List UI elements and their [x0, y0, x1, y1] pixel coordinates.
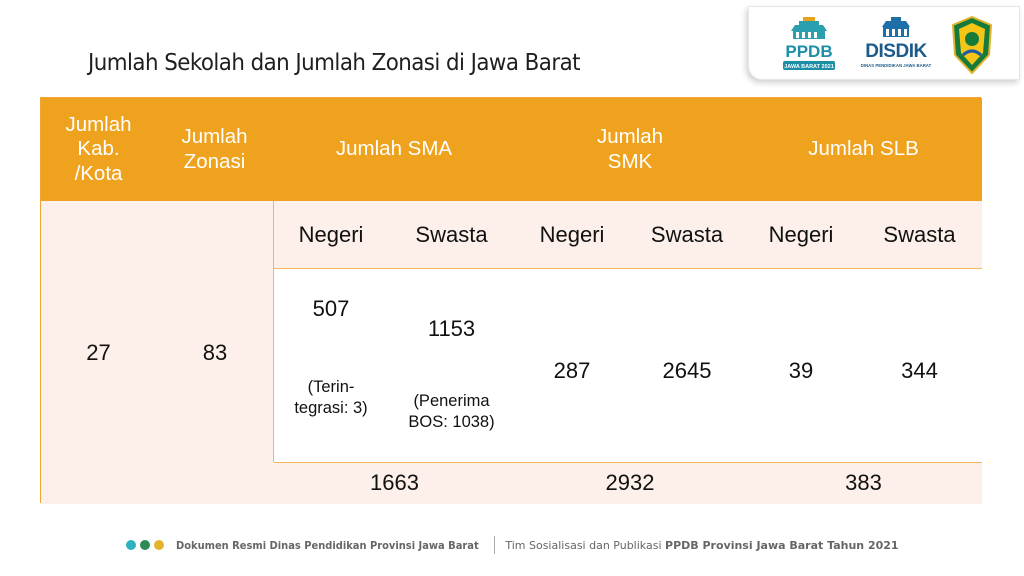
value-smk-negeri: 287	[553, 358, 591, 383]
subheader-smk-swasta: Swasta	[650, 221, 724, 247]
disdik-logo: DISDIK DINAS PENDIDIKAN JAWA BARAT	[861, 17, 932, 68]
header-slb: Jumlah SLB	[745, 98, 982, 201]
total-sma: 1663	[370, 470, 419, 495]
value-zonasi: 83	[202, 339, 228, 365]
note-sma-swasta: (Penerima BOS: 1038)	[408, 391, 495, 431]
totals-row-bg	[274, 462, 982, 504]
row-divider	[274, 268, 982, 269]
total-smk: 2932	[605, 470, 655, 495]
ppdb-logo-subtext: JAWA BARAT 2021	[784, 64, 834, 70]
value-slb-swasta: 344	[901, 358, 938, 383]
subheader-smk-negeri: Negeri	[539, 221, 605, 247]
column-divider	[273, 201, 274, 462]
disdik-logo-text: DISDIK	[865, 41, 927, 62]
logo-panel: PPDB JAWA BARAT 2021 DISDIK DINAS PENDID…	[748, 6, 1020, 80]
footer-separator	[494, 536, 496, 554]
value-sma-negeri: 507	[312, 296, 350, 321]
total-slb: 383	[845, 470, 882, 495]
subheader-sma-negeri: Negeri	[298, 221, 364, 247]
slide-title: Jumlah Sekolah dan Jumlah Zonasi di Jawa…	[88, 50, 581, 76]
footer-dot-yellow	[154, 540, 164, 550]
school-zonation-table: Jumlah Kab. /Kota Jumlah Zonasi Jumlah S…	[40, 97, 982, 504]
value-smk-swasta: 2645	[662, 358, 712, 383]
row-divider	[274, 462, 982, 463]
footer-right-plain: Tim Sosialisasi dan Publikasi	[505, 538, 662, 552]
ppdb-logo-text: PPDB	[785, 42, 832, 61]
west-java-emblem-icon	[951, 15, 993, 75]
footer: Dokumen Resmi Dinas Pendidikan Provinsi …	[126, 536, 899, 554]
ppdb-logo: PPDB JAWA BARAT 2021	[783, 17, 835, 70]
subheader-slb-swasta: Swasta	[883, 221, 956, 247]
header-kab-kota: Jumlah Kab. /Kota	[41, 98, 156, 201]
left-merged-cells-bg	[41, 201, 274, 504]
header-sma: Jumlah SMA	[273, 98, 515, 201]
subheader-slb-negeri: Negeri	[768, 221, 834, 247]
header-zonasi: Jumlah Zonasi	[156, 98, 273, 201]
value-sma-swasta: 1153	[427, 316, 476, 341]
footer-dot-teal	[126, 540, 136, 550]
values-row-bg	[274, 268, 982, 462]
note-sma-negeri: (Terin- tegrasi: 3)	[294, 377, 368, 417]
disdik-logo-subtext: DINAS PENDIDIKAN JAWA BARAT	[861, 63, 932, 68]
subheader-row-bg	[274, 201, 982, 268]
footer-dot-green	[140, 540, 150, 550]
header-smk: Jumlah SMK	[515, 98, 745, 201]
value-slb-negeri: 39	[788, 358, 814, 383]
footer-right-bold: PPDB Provinsi Jawa Barat Tahun 2021	[665, 538, 899, 552]
subheader-sma-swasta: Swasta	[415, 221, 488, 247]
footer-left-text: Dokumen Resmi Dinas Pendidikan Provinsi …	[176, 538, 479, 552]
value-kab-kota: 27	[86, 339, 111, 365]
